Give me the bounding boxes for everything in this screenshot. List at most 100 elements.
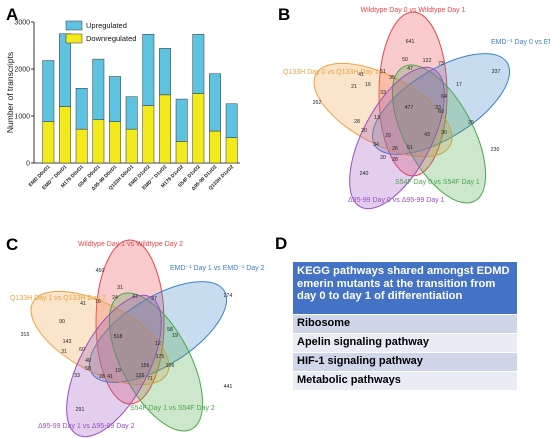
- venn-count: 90: [59, 319, 65, 325]
- venn-count: 20: [361, 128, 367, 134]
- venn-count: 315: [21, 332, 30, 338]
- venn-count: 47: [132, 294, 138, 300]
- bar-upregulated: [209, 73, 221, 132]
- venn-set-label: Wildtype Day 0 vs Wildtype Day 1: [360, 7, 465, 14]
- venn-set-label: Δ95-99 Day 0 vs Δ95-99 Day 1: [348, 197, 445, 204]
- kegg-row: HIF-1 signaling pathway: [293, 352, 517, 371]
- bar-downregulated: [42, 121, 55, 164]
- venn-set-label: Q133H Day 0 vs Q133H Day 1: [283, 69, 379, 76]
- venn-count: 33: [380, 90, 386, 96]
- venn-diagram-day0-day1: Wildtype Day 0 vs Wildtype Day 1 EMD⁻¹ Da…: [283, 7, 550, 210]
- venn-count: 33: [74, 373, 80, 379]
- venn-count: 106: [166, 363, 175, 369]
- venn-count: 30: [441, 130, 447, 136]
- panel-d-letter: D: [275, 234, 288, 253]
- venn-ellipse: [108, 292, 204, 432]
- panel-b-letter: B: [278, 5, 290, 24]
- venn-count: 16: [365, 82, 371, 88]
- venn-count: 31: [61, 349, 67, 355]
- venn-count: 126: [136, 373, 145, 379]
- bar-upregulated: [142, 33, 155, 106]
- venn-count: 21: [351, 84, 357, 90]
- venn-ellipse: [349, 66, 445, 210]
- venn-count: 17: [456, 82, 462, 88]
- venn-count: 40: [85, 358, 91, 364]
- venn-count: 43: [424, 132, 430, 138]
- legend-label: Upregulated: [86, 21, 127, 30]
- bar-downregulated: [92, 119, 105, 164]
- bar-downregulated: [225, 137, 238, 164]
- bar-upregulated: [59, 33, 71, 107]
- y-axis-label: Number of transcripts: [5, 52, 15, 133]
- venn-count: 35: [389, 75, 395, 81]
- venn-count: 13: [374, 115, 380, 121]
- venn-set-label: Q133H Day 1 vs Q133H Day 2: [10, 295, 106, 302]
- y-tick-label: 1000: [14, 114, 30, 121]
- legend-label: Downregulated: [86, 34, 136, 43]
- venn-count: 37: [151, 296, 157, 302]
- legend-swatch: [65, 33, 83, 44]
- venn-count: 262: [313, 100, 322, 106]
- y-tick-label: 3000: [14, 20, 30, 27]
- bar-upregulated: [192, 33, 205, 94]
- bar-upregulated: [175, 98, 188, 142]
- bar-downregulated: [159, 94, 171, 164]
- venn-count: 31: [117, 285, 123, 291]
- panel-c-letter: C: [6, 235, 18, 254]
- venn-count: 641: [406, 39, 415, 45]
- venn-count: 60: [79, 347, 85, 353]
- venn-count: 47: [407, 66, 413, 72]
- venn-count: 34: [373, 142, 379, 148]
- bar-downregulated: [59, 106, 71, 164]
- venn-count: 64: [441, 94, 447, 100]
- bar-downregulated: [75, 128, 88, 164]
- venn-ellipse: [88, 281, 228, 383]
- venn-count: 28: [354, 119, 360, 125]
- bar-downregulated: [192, 93, 205, 164]
- venn-count: 20: [380, 155, 386, 161]
- venn-ellipse: [371, 53, 511, 155]
- bar-upregulated: [225, 103, 238, 138]
- venn-count: 12: [155, 341, 161, 347]
- bar-downregulated: [175, 141, 188, 164]
- venn-count: 450: [96, 268, 105, 274]
- venn-ellipse: [66, 294, 162, 438]
- bar-upregulated: [75, 88, 88, 130]
- venn-count: 175: [156, 354, 165, 360]
- venn-count: 41: [80, 301, 86, 307]
- venn-count: 518: [114, 334, 123, 340]
- venn-count: 143: [63, 339, 72, 345]
- legend-swatch: [65, 20, 83, 31]
- venn-count: 291: [76, 407, 85, 413]
- kegg-row: Apelin signaling pathway: [293, 333, 517, 352]
- kegg-table-title: KEGG pathways shared amongst EDMD emerin…: [293, 262, 517, 314]
- venn-count: 28: [392, 157, 398, 163]
- venn-count: 60: [438, 109, 444, 115]
- venn-count: 230: [491, 147, 500, 153]
- venn-count: 19: [172, 333, 178, 339]
- venn-set-label: S54F Day 0 vs S54F Day 1: [395, 179, 480, 186]
- venn-count: 441: [224, 384, 233, 390]
- venn-count: 41: [107, 374, 113, 380]
- venn-set-label: EMD⁻¹ Day 0 vs EMD⁻¹ Day 1: [491, 39, 550, 46]
- venn-set-label: Wildtype Day 1 vs Wildtype Day 2: [78, 241, 183, 248]
- bar-downregulated: [125, 128, 138, 164]
- venn-set-label: S54F Day 1 vs S54F Day 2: [130, 405, 215, 412]
- venn-count: 274: [224, 293, 233, 299]
- venn-set-label: EMD⁻¹ Day 1 vs EMD⁻¹ Day 2: [170, 265, 265, 272]
- venn-count: 51: [407, 145, 413, 151]
- venn-count: 477: [405, 105, 414, 111]
- bar-upregulated: [159, 48, 171, 96]
- venn-count: 26: [392, 146, 398, 152]
- bar-downregulated: [209, 130, 221, 164]
- venn-count: 51: [380, 69, 386, 75]
- venn-count: 156: [141, 363, 150, 369]
- venn-count: 28: [99, 374, 105, 380]
- venn-count: 25: [468, 120, 474, 126]
- y-tick-label: 2000: [14, 67, 30, 74]
- bar-upregulated: [125, 96, 138, 130]
- venn-count: 58: [167, 327, 173, 333]
- venn-count: 71: [147, 376, 153, 382]
